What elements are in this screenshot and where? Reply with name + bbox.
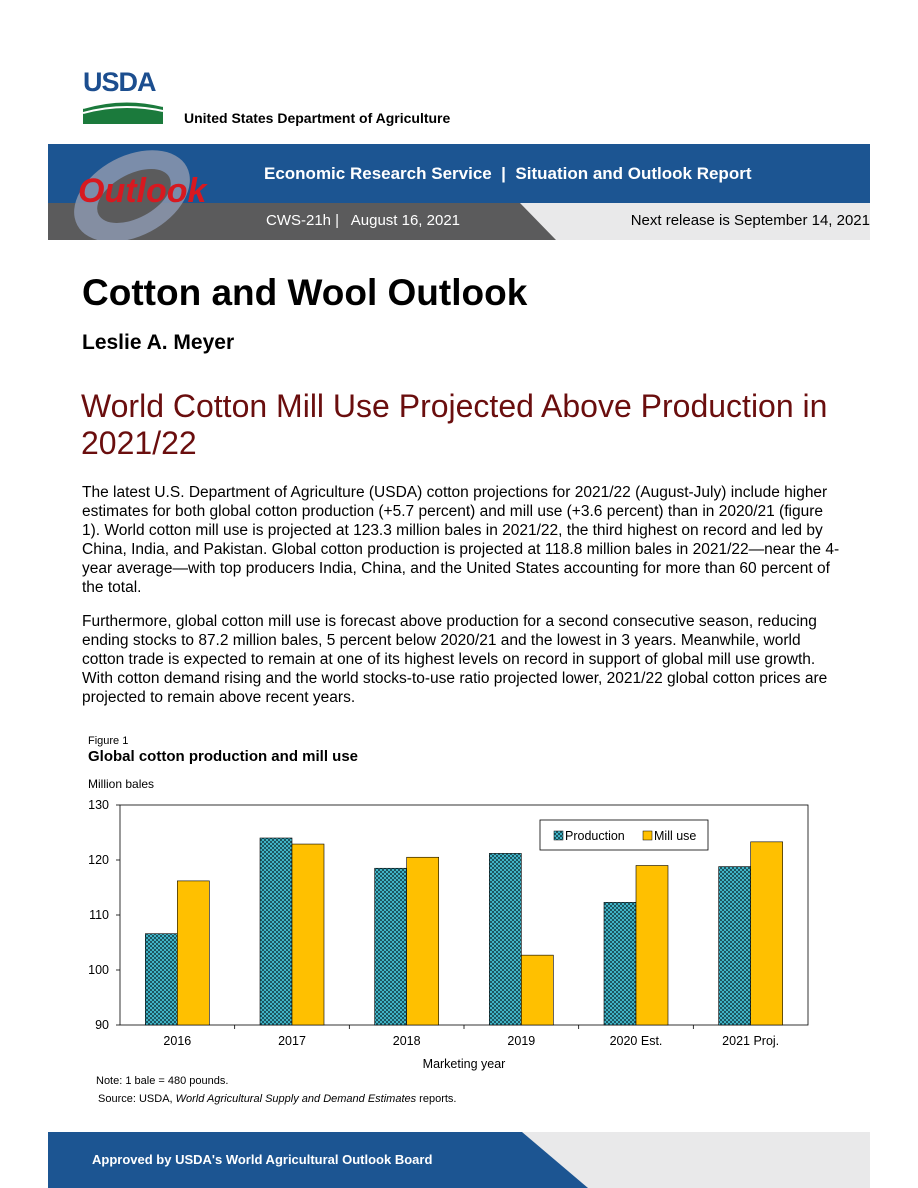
y-tick-label: 130 bbox=[88, 798, 109, 812]
page-title: Cotton and Wool Outlook bbox=[82, 272, 528, 313]
mill-use-bar-2021 bbox=[750, 841, 783, 1026]
y-tick-label: 110 bbox=[89, 908, 109, 922]
production-bar-2016 bbox=[145, 933, 178, 1026]
x-tick-label: 2016 bbox=[163, 1034, 191, 1048]
legend-label-production: Production bbox=[565, 829, 625, 843]
report-id-date: CWS-21h | August 16, 2021 bbox=[266, 212, 461, 229]
header-release-band bbox=[520, 203, 870, 240]
production-bar-2019 bbox=[489, 853, 522, 1026]
production-bar-2021 bbox=[718, 866, 751, 1026]
figure-title: Global cotton production and mill use bbox=[88, 748, 358, 765]
figure-unit: Million bales bbox=[88, 777, 155, 791]
body-paragraph: The latest U.S. Department of Agricultur… bbox=[82, 484, 840, 596]
bar-chart: 90 100 110 120 130 2016 2017 2018 2019 2020 Est.… bbox=[88, 798, 809, 1071]
figure-source: Source: USDA, World Agricultural Supply … bbox=[98, 1093, 456, 1105]
production-bar-2020 bbox=[603, 902, 637, 1026]
footer-approval-text: Approved by USDA's World Agricultural Ou… bbox=[92, 1152, 433, 1167]
y-tick-label: 100 bbox=[88, 963, 109, 977]
mill-use-bar-2019 bbox=[521, 954, 554, 1026]
next-release-date: Next release is September 14, 2021 bbox=[630, 212, 870, 229]
figure-label: Figure 1 bbox=[88, 735, 129, 747]
legend: Production Mill use bbox=[539, 819, 709, 851]
bars bbox=[145, 837, 783, 1026]
y-tick-label: 120 bbox=[88, 853, 109, 867]
legend-label-mill-use: Mill use bbox=[654, 829, 696, 843]
mill-use-bar-2017 bbox=[291, 843, 325, 1026]
x-tick-label: 2021 Proj. bbox=[722, 1034, 779, 1048]
headline: World Cotton Mill Use Projected Above Pr… bbox=[81, 388, 828, 461]
x-axis-title: Marketing year bbox=[423, 1057, 506, 1071]
outlook-logo-icon: Outlook bbox=[74, 150, 209, 240]
report-series-title: Economic Research Service | Situation an… bbox=[264, 164, 752, 183]
usda-wordmark: USDA bbox=[83, 67, 157, 97]
x-tick-label: 2020 Est. bbox=[610, 1034, 663, 1048]
production-bar-2018 bbox=[374, 867, 407, 1026]
source-suffix: reports. bbox=[416, 1093, 457, 1105]
source-report-name: World Agricultural Supply and Demand Est… bbox=[175, 1093, 417, 1105]
x-axis: 2016 2017 2018 2019 2020 Est. 2021 Proj. bbox=[163, 1025, 779, 1048]
mill-use-bar-2020 bbox=[635, 865, 669, 1026]
footer-blue-band bbox=[48, 1132, 588, 1188]
usda-logo: USDA bbox=[83, 68, 163, 126]
usda-hills-icon bbox=[83, 100, 163, 124]
legend-swatch-production bbox=[553, 830, 564, 841]
department-name: United States Department of Agriculture bbox=[184, 110, 451, 126]
y-tick-label: 90 bbox=[95, 1018, 109, 1032]
legend-swatch-mill-use bbox=[642, 830, 653, 841]
source-prefix: Source: USDA, bbox=[98, 1093, 176, 1105]
x-tick-label: 2018 bbox=[393, 1034, 421, 1048]
x-tick-label: 2017 bbox=[278, 1034, 306, 1048]
author: Leslie A. Meyer bbox=[82, 331, 235, 354]
body-paragraph: Furthermore, global cotton mill use is f… bbox=[82, 613, 828, 706]
mill-use-bar-2018 bbox=[406, 856, 439, 1026]
mill-use-bar-2016 bbox=[177, 880, 210, 1026]
production-bar-2017 bbox=[259, 837, 293, 1026]
outlook-logo-text: Outlook bbox=[78, 172, 209, 210]
x-tick-label: 2019 bbox=[507, 1034, 535, 1048]
y-axis: 90 100 110 120 130 bbox=[88, 798, 120, 1032]
figure-note: Note: 1 bale = 480 pounds. bbox=[96, 1075, 229, 1087]
